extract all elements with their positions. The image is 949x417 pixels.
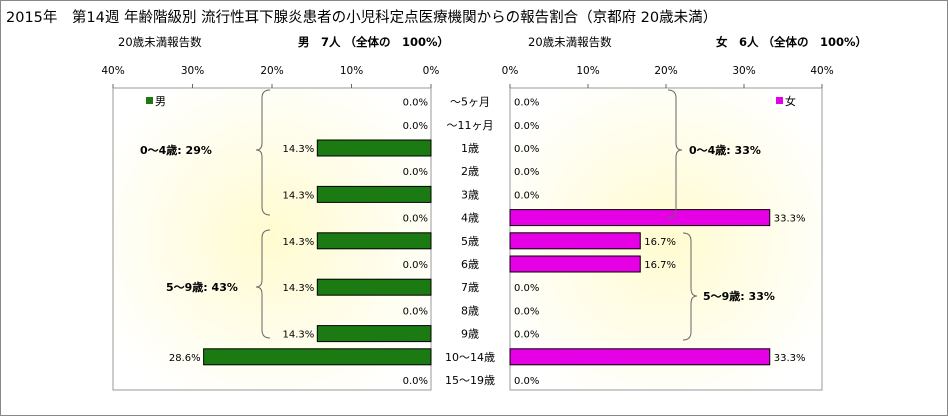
female-data-label: 0.0% [514,306,539,317]
male-legend-label: 男 [155,95,166,108]
male-data-label: 14.3% [283,237,315,248]
male-data-label: 14.3% [283,190,315,201]
female-data-label: 16.7% [644,260,676,271]
male-brace-5-9 [255,229,271,339]
female-data-label: 0.0% [514,121,539,132]
male-subtitle-count: 20歳未満報告数 [118,35,202,49]
female-tick-label: 30% [732,65,755,77]
female-brace-0-4 [667,89,683,219]
male-data-label: 14.3% [283,283,315,294]
category-label: 1歳 [461,142,479,155]
female-bracket-label-5-9: 5～9歳: 33% [703,289,775,303]
female-data-label: 0.0% [514,283,539,294]
male-data-label: 0.0% [403,98,428,109]
category-label: 6歳 [461,258,479,271]
female-bar [509,348,771,366]
male-bars: 0.0% 0.0% 14.3% 0.0% 14.3% 0.0% 14.3% 0.0% 14.3%… [169,98,432,387]
female-axis-ticks: 0% 10% 20% 30% 40% [502,65,834,88]
male-bracket-label-5-9: 5～9歳: 43% [166,280,238,294]
female-tick-label: 20% [654,65,677,77]
male-legend-swatch [146,97,153,104]
male-data-label: 0.0% [403,121,428,132]
category-label: 10～14歳 [445,351,495,364]
female-legend: 女 [776,94,796,108]
female-bar [509,255,641,273]
female-bar [509,232,641,250]
male-brace-0-4 [255,89,271,216]
female-brace-5-9 [682,232,698,341]
female-legend-label: 女 [785,94,796,108]
female-data-label: 0.0% [514,190,539,201]
male-data-label: 0.0% [403,306,428,317]
male-subtitle-total: 男 7人 （全体の 100%） [298,35,449,49]
male-legend: 男 [146,95,166,108]
female-tick-label: 10% [576,65,599,77]
male-tick-label: 20% [260,65,283,77]
male-tick-label: 40% [101,65,124,77]
category-label: 2歳 [461,165,479,178]
male-bar [316,278,432,296]
category-label: 7歳 [461,281,479,294]
category-label: 5歳 [461,235,479,248]
category-labels: ～5ヶ月 ～11ヶ月 1歳 2歳 3歳 4歳 5歳 6歳 7歳 8歳 9歳 10～14歳 15～19歳 [445,96,495,387]
male-data-label: 14.3% [283,144,315,155]
female-data-label: 16.7% [644,237,676,248]
female-data-label: 33.3% [774,353,806,364]
male-tick-label: 30% [181,65,204,77]
chart-title: 2015年 第14週 年齢階級別 流行性耳下腺炎患者の小児科定点医療機関からの報… [6,8,717,26]
category-label: ～5ヶ月 [450,96,490,109]
category-label: 9歳 [461,328,479,341]
category-label: 15～19歳 [445,374,495,387]
female-data-label: 0.0% [514,167,539,178]
female-data-label: 0.0% [514,98,539,109]
male-data-label: 0.0% [403,167,428,178]
female-legend-swatch [776,97,783,104]
category-label: 8歳 [461,304,479,317]
female-subtitle-count: 20歳未満報告数 [528,35,612,49]
male-axis-ticks: 40% 30% 20% 10% 0% [101,65,439,88]
male-tick-label: 0% [423,65,440,77]
female-data-label: 33.3% [774,214,806,225]
female-bar [509,209,771,227]
category-label: 3歳 [461,188,479,201]
male-bar [316,232,432,250]
female-data-label: 0.0% [514,144,539,155]
female-subtitle-total: 女 6人 （全体の 100%） [716,35,867,49]
male-data-label: 0.0% [403,376,428,387]
female-tick-label: 0% [502,65,519,77]
male-data-label: 0.0% [403,214,428,225]
female-tick-label: 40% [810,65,833,77]
male-data-label: 14.3% [283,330,315,341]
female-bars: 0.0% 0.0% 0.0% 0.0% 0.0% 33.3% 16.7% 16.7% 0.0% 0… [509,98,806,387]
male-data-label: 28.6% [169,353,201,364]
male-bar [316,325,432,343]
male-bar [203,348,432,366]
female-bracket-label-0-4: 0～4歳: 33% [689,143,761,157]
male-bar [316,139,432,157]
category-label: 4歳 [461,212,479,225]
female-data-label: 0.0% [514,376,539,387]
category-label: ～11ヶ月 [447,119,494,132]
male-bar [316,185,432,203]
female-data-label: 0.0% [514,330,539,341]
male-bracket-label-0-4: 0～4歳: 29% [140,143,212,157]
male-data-label: 0.0% [403,260,428,271]
male-tick-label: 10% [340,65,363,77]
